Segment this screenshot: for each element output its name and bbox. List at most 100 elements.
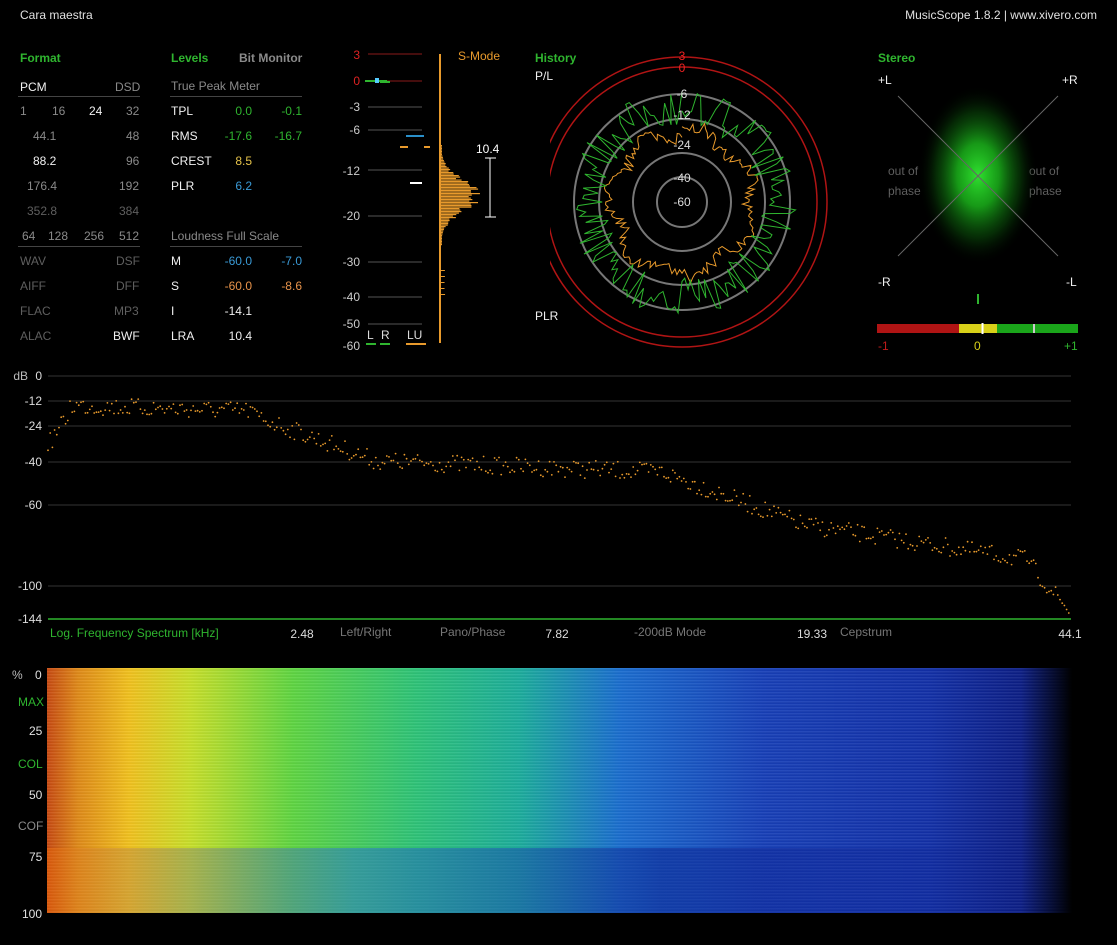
spectrum-dot [482,455,485,458]
spectrum-dot [157,406,159,409]
spectrum-dot [953,551,956,554]
histogram-bar [441,276,445,277]
spectrum-dot [792,518,795,521]
dsd-512: 512 [119,229,140,243]
loudness-histogram [441,145,480,295]
spectrum-dot [737,504,740,507]
spectrum-dot [572,460,575,463]
spectrum-dot [665,477,668,479]
spectrum-dot [443,471,445,474]
spectrum-dot [315,442,318,445]
meter-scale-m3: -3 [349,100,360,114]
histogram-bar [441,185,470,187]
container-dff: DFF [116,279,140,293]
spectrum-dot [1032,559,1035,562]
histogram-bar [441,152,442,154]
spectrum-dot [636,469,639,472]
histogram-bar [441,163,446,165]
spectrum-dot [306,438,309,441]
spectrum-dot [627,473,630,476]
spectrum-dot [966,540,969,543]
spectrum-dot [447,461,450,463]
spectrum-dot [652,465,654,468]
right-peak-marker [380,81,390,83]
spectrum-dot [302,439,305,442]
histogram-bar [441,181,469,183]
spectrogram-50: 50 [29,788,43,802]
spectrum-dot [663,475,665,478]
spectrum-dot [709,492,712,495]
spectrum-dot [451,455,454,457]
mode-cepstrum[interactable]: Cepstrum [840,625,892,639]
spectrum-dot [84,412,87,414]
tpl-right: -0.1 [281,104,302,118]
history-ring-3 [550,56,828,348]
spectrum-db-0: 0 [35,369,42,383]
spectrum-dot [623,476,626,479]
spectrum-dot [104,409,107,411]
spectrum-dot [366,448,368,450]
spectrum-dot [251,406,254,409]
lra-readout: 10.4 [476,142,500,156]
spectrum-dot [814,517,817,520]
format-pcm[interactable]: PCM [20,80,47,94]
spectrum-dot [733,489,736,491]
histogram-bar [441,242,442,244]
spectrum-dot [319,445,322,447]
mode-200db[interactable]: -200dB Mode [634,625,706,639]
spectrum-dot [649,464,652,466]
spectrum-dot [1004,559,1006,562]
spectrum-dot [260,412,263,414]
history-ring-m40 [656,176,708,228]
spectrum-dot [91,405,93,408]
spectrum-dot [1008,554,1011,556]
spectrum-dot [660,466,663,469]
histogram-bar [441,203,471,205]
meter-scale-m30: -30 [343,255,361,269]
spectrum-dot [700,493,703,496]
spectrogram-max[interactable]: MAX [18,695,45,709]
spectrum-trace [47,398,1070,614]
s-mode-toggle[interactable]: S-Mode [458,49,500,63]
spectrum-dot [174,411,177,414]
spectrum-dot [227,403,230,405]
spectrum-dot [47,449,49,452]
spectrum-dot [753,508,756,511]
spectrum-dot [682,477,685,480]
spectrum-dot [476,460,478,463]
spectrogram-col[interactable]: COL [18,757,43,771]
spectrum-dot [432,464,434,467]
spectrum-dot [352,454,355,457]
spectrum-dot [975,550,978,553]
history-title: History [535,51,577,65]
spectrum-dot [812,523,815,526]
histogram-bar [441,155,443,157]
mode-left-right[interactable]: Left/Right [340,625,392,639]
histogram-bar [441,160,444,162]
bit-monitor-link[interactable]: Bit Monitor [239,51,303,65]
left-peak-dot [375,78,379,83]
spectrogram-cof[interactable]: COF [18,819,44,833]
spectrum-dot [80,401,82,404]
correlation-zero: 0 [974,339,981,353]
level-meter: 3 0 -3 -6 -12 -20 -30 -40 -50 -60 S-Mode… [343,48,501,353]
spectrum-dot [704,495,707,498]
spectrum-dot [58,426,60,429]
momentary-label: M [171,254,181,268]
spectrum-dot [590,468,593,470]
mode-pano-phase[interactable]: Pano/Phase [440,625,506,639]
spectrum-dot [935,547,938,550]
spectrum-dot [165,407,168,410]
histogram-bar [441,167,449,169]
spectrum-dot [66,419,69,422]
spectrum-dot [64,422,67,425]
spectrum-dot [203,402,206,405]
histogram-bar [441,230,444,232]
spectrum-dot [51,446,54,449]
correlation-green [997,324,1078,333]
stereo-plus-r: +R [1062,73,1078,87]
spectrum-dot [348,458,351,461]
spectrum-dot [968,551,971,553]
format-dsd[interactable]: DSD [115,80,141,94]
spectrum-dot [478,466,481,469]
